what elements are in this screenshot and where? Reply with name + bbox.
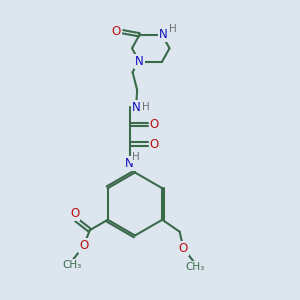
Text: O: O — [79, 239, 88, 252]
Text: H: H — [142, 102, 150, 112]
Text: N: N — [125, 157, 134, 170]
Text: N: N — [132, 100, 141, 114]
Text: O: O — [150, 118, 159, 131]
Text: H: H — [169, 24, 176, 34]
Text: O: O — [150, 137, 159, 151]
Text: O: O — [179, 242, 188, 255]
Text: N: N — [135, 55, 144, 68]
Text: O: O — [70, 207, 79, 220]
Text: CH₃: CH₃ — [186, 262, 205, 272]
Text: CH₃: CH₃ — [62, 260, 81, 270]
Text: N: N — [159, 28, 168, 41]
Text: O: O — [112, 25, 121, 38]
Text: H: H — [132, 152, 140, 162]
